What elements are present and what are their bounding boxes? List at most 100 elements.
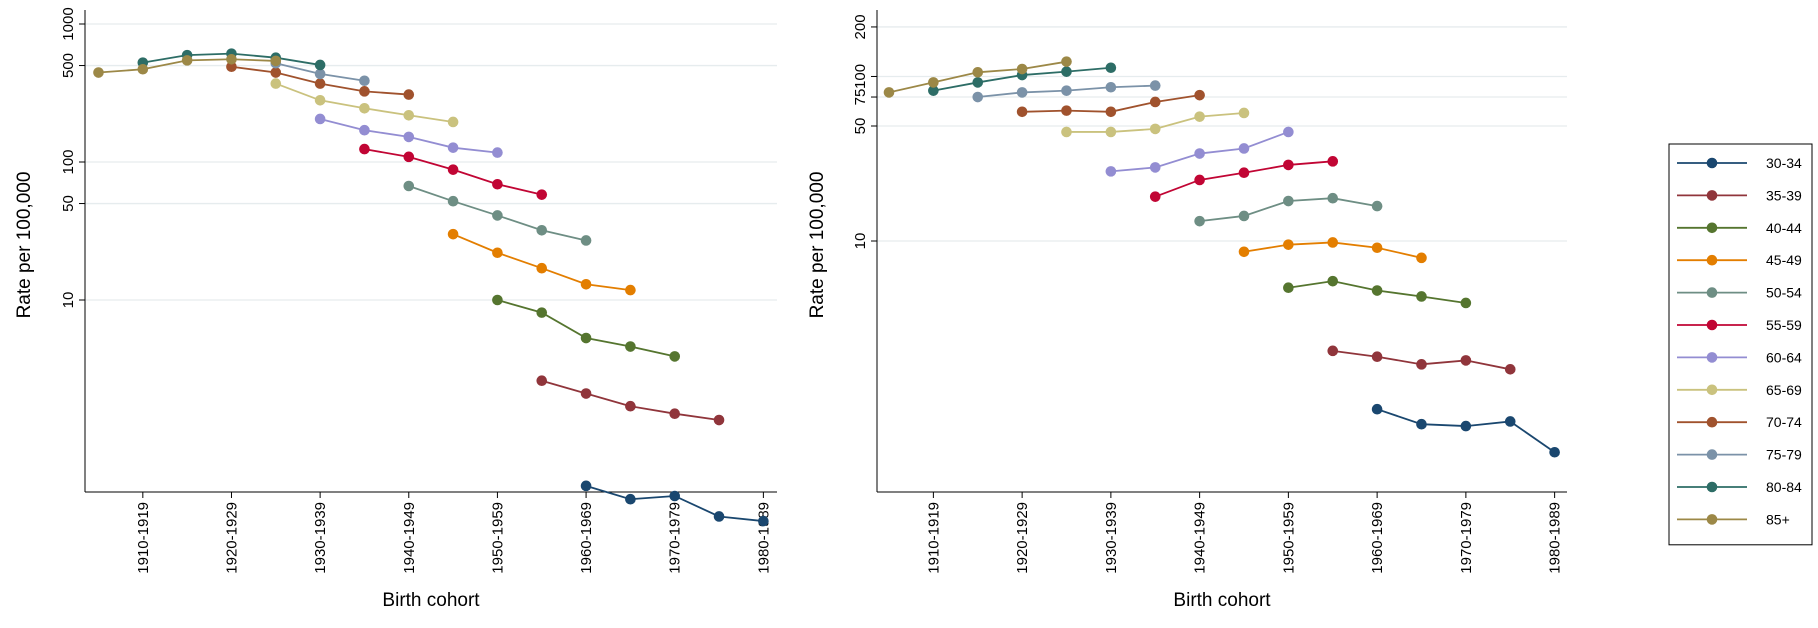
legend-marker [1706, 416, 1718, 428]
data-point [536, 262, 548, 274]
data-point [580, 278, 592, 290]
series-70-74 [226, 61, 415, 100]
legend-marker [1706, 384, 1718, 396]
data-point [1194, 111, 1205, 122]
data-point [403, 89, 415, 100]
data-point [1371, 403, 1383, 415]
data-point [137, 63, 149, 75]
y-tick-label: 10 [60, 292, 77, 309]
data-point [492, 210, 503, 221]
legend-item: 85+ [1677, 511, 1790, 527]
legend-item: 35-39 [1677, 187, 1802, 203]
series-40-44 [492, 294, 681, 362]
data-point [580, 480, 592, 492]
data-point [314, 68, 326, 80]
legend-label: 75-79 [1766, 447, 1802, 463]
y-tick-label: 50 [60, 195, 77, 212]
legend-item: 80-84 [1677, 479, 1802, 495]
legend-marker [1706, 481, 1718, 493]
data-point [1416, 252, 1427, 264]
data-point [492, 147, 503, 158]
y-axis-title: Rate per 100,000 [14, 172, 35, 319]
data-point [403, 109, 415, 121]
legend-box [1668, 143, 1813, 546]
data-point [1238, 143, 1250, 154]
legend-marker [1706, 319, 1718, 331]
data-point [1327, 275, 1339, 287]
data-point [625, 493, 636, 505]
series-line [1154, 160, 1333, 198]
data-point [1460, 355, 1472, 366]
data-point [1016, 87, 1028, 98]
data-point [625, 341, 636, 352]
legend-item: 30-34 [1677, 155, 1802, 171]
x-tick-label: 1970-1979 [1458, 502, 1475, 574]
y-tick-label: 1000 [60, 7, 77, 40]
data-point [314, 94, 326, 106]
data-point [1371, 200, 1383, 212]
data-point [580, 235, 592, 246]
data-point [1283, 239, 1294, 250]
x-tick-label: 1910-1919 [925, 502, 942, 574]
data-point [1105, 62, 1117, 74]
data-point [536, 224, 548, 236]
series-45-49 [1238, 237, 1427, 264]
series-55-59 [1149, 156, 1339, 202]
data-point [1105, 81, 1117, 93]
data-point [447, 228, 459, 240]
legend-marker [1706, 514, 1718, 525]
x-tick-label: 1980-1989 [755, 502, 772, 574]
data-point [758, 515, 769, 527]
data-point [1416, 418, 1427, 430]
data-point [1327, 156, 1339, 167]
legend-label: 65-69 [1766, 382, 1802, 398]
x-tick-label: 1950-1959 [489, 502, 506, 574]
y-tick-label: 500 [60, 53, 77, 78]
legend-label: 40-44 [1766, 220, 1802, 236]
data-point [1194, 215, 1205, 227]
legend-item: 45-49 [1677, 252, 1802, 268]
y-tick-label: 100 [60, 149, 77, 174]
data-point [1194, 89, 1205, 101]
data-point [1149, 96, 1161, 108]
series-60-64 [314, 113, 503, 158]
legend-label: 80-84 [1766, 479, 1802, 495]
series-45-49 [447, 228, 636, 296]
x-tick-label: 1980-1989 [1547, 502, 1564, 574]
data-point [314, 113, 326, 125]
data-point [1327, 192, 1339, 204]
legend-item: 60-64 [1677, 349, 1802, 365]
series-75-79 [972, 80, 1161, 103]
legend-marker [1706, 352, 1718, 363]
data-point [447, 142, 459, 153]
data-point [669, 408, 681, 419]
x-tick-label: 1940-1949 [401, 502, 418, 574]
series-30-34 [1371, 403, 1560, 458]
data-point [1416, 359, 1427, 370]
legend-item: 40-44 [1677, 220, 1802, 236]
data-point [314, 78, 326, 89]
series-70-74 [1016, 89, 1205, 118]
data-point [1460, 297, 1472, 309]
data-point [1105, 166, 1117, 177]
data-point [1061, 85, 1072, 96]
data-point [1283, 282, 1294, 294]
data-point [492, 294, 503, 306]
legend-marker [1706, 449, 1718, 460]
y-tick-label: 10 [852, 233, 869, 250]
data-point [403, 151, 415, 163]
x-tick-label: 1960-1969 [1369, 502, 1386, 574]
legend-label: 60-64 [1766, 349, 1802, 365]
data-point [492, 178, 503, 190]
legend: 30-34 35-39 40-44 45-49 50-54 55-59 60-64 65-69… [1668, 143, 1813, 546]
legend-item: 75-79 [1677, 447, 1802, 463]
data-point [1283, 126, 1294, 138]
data-point [314, 59, 326, 71]
data-point [1371, 242, 1383, 254]
data-point [713, 511, 725, 522]
data-point [669, 490, 681, 502]
series-85+ [93, 53, 282, 78]
series-55-59 [359, 143, 548, 200]
legend-item: 65-69 [1677, 382, 1802, 398]
